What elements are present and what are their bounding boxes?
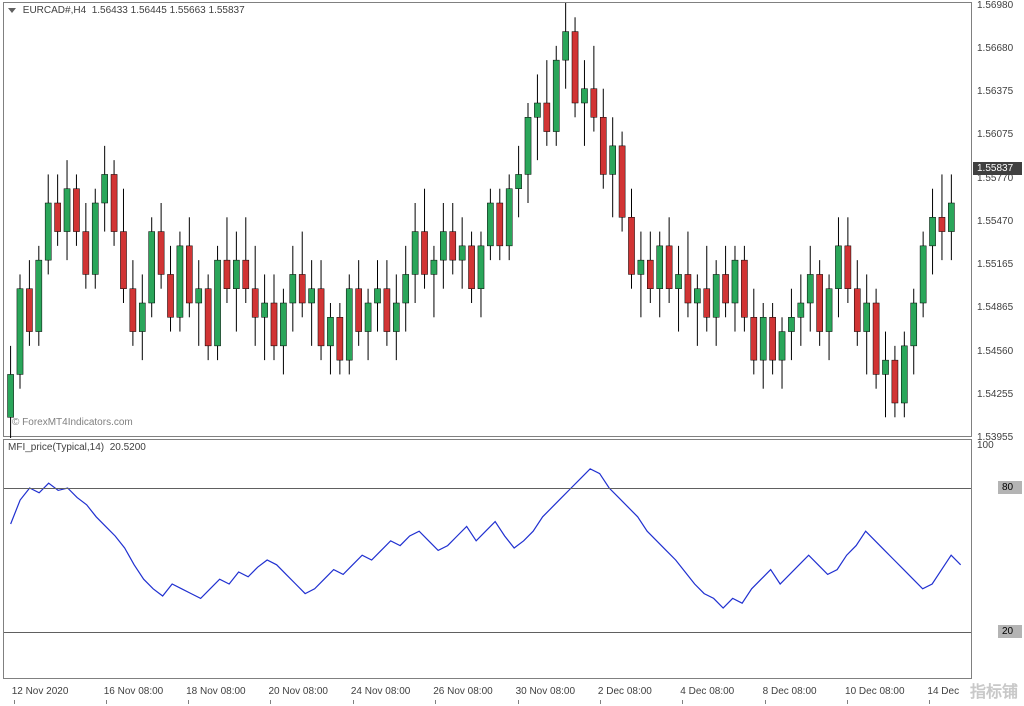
timeframe-label: H4 xyxy=(73,5,86,16)
level-marker-20: 20 xyxy=(998,625,1022,638)
time-x-axis: 12 Nov 2020 16 Nov 08:00 18 Nov 08:00 20 No… xyxy=(4,680,971,700)
corner-watermark: 指标铺 xyxy=(970,678,1018,702)
chart-title: EURCAD#,H4 1.56433 1.56445 1.55663 1.558… xyxy=(8,5,245,16)
time-tick-label: 8 Dec 08:00 xyxy=(763,686,817,697)
time-tick-label: 26 Nov 08:00 xyxy=(433,686,493,697)
price-y-axis: 1.569801.566801.563751.560751.557701.554… xyxy=(973,3,1021,436)
current-price-marker: 1.55837 xyxy=(973,162,1022,175)
time-tick-label: 12 Nov 2020 xyxy=(12,686,69,697)
price-tick-label: 1.55470 xyxy=(977,216,1013,227)
indicator-name: MFI_price(Typical,14) xyxy=(8,442,104,453)
time-tick-label: 30 Nov 08:00 xyxy=(516,686,576,697)
ohlc-open: 1.56433 xyxy=(92,5,128,16)
ohlc-close: 1.55837 xyxy=(209,5,245,16)
level-line-80 xyxy=(4,488,971,489)
time-tick-label: 10 Dec 08:00 xyxy=(845,686,905,697)
indicator-value: 20.5200 xyxy=(110,442,146,453)
price-tick-label: 1.54865 xyxy=(977,302,1013,313)
chevron-down-icon[interactable] xyxy=(8,8,16,13)
indicator-tick-label: 100 xyxy=(977,440,994,451)
price-tick-label: 1.55165 xyxy=(977,259,1013,270)
price-tick-label: 1.54255 xyxy=(977,389,1013,400)
level-line-20 xyxy=(4,632,971,633)
indicator-plot xyxy=(4,440,973,680)
price-tick-label: 1.56375 xyxy=(977,86,1013,97)
time-tick-label: 2 Dec 08:00 xyxy=(598,686,652,697)
time-tick-label: 14 Dec xyxy=(927,686,959,697)
price-tick-label: 1.54560 xyxy=(977,346,1013,357)
watermark-text: © ForexMT4Indicators.com xyxy=(12,417,133,428)
symbol-label: EURCAD# xyxy=(23,5,71,16)
price-tick-label: 1.56980 xyxy=(977,0,1013,11)
time-tick-label: 4 Dec 08:00 xyxy=(680,686,734,697)
time-tick-label: 16 Nov 08:00 xyxy=(104,686,164,697)
ohlc-low: 1.55663 xyxy=(170,5,206,16)
indicator-panel[interactable]: MFI_price(Typical,14) 20.5200 100 80 20 … xyxy=(3,439,972,679)
price-tick-label: 1.56680 xyxy=(977,43,1013,54)
level-marker-80: 80 xyxy=(998,481,1022,494)
time-tick-label: 18 Nov 08:00 xyxy=(186,686,246,697)
time-tick-label: 24 Nov 08:00 xyxy=(351,686,411,697)
indicator-y-axis: 100 xyxy=(973,440,1021,678)
ohlc-high: 1.56445 xyxy=(131,5,167,16)
price-tick-label: 1.56075 xyxy=(977,129,1013,140)
price-chart-panel[interactable]: EURCAD#,H4 1.56433 1.56445 1.55663 1.558… xyxy=(3,2,972,437)
time-tick-label: 20 Nov 08:00 xyxy=(268,686,328,697)
indicator-title: MFI_price(Typical,14) 20.5200 xyxy=(8,442,146,453)
candlestick-plot xyxy=(4,3,973,438)
